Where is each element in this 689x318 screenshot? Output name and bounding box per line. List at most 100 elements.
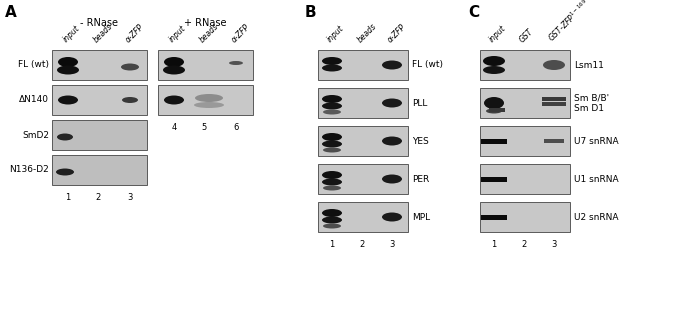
Text: 6: 6 <box>234 123 238 132</box>
Bar <box>480 126 570 156</box>
Ellipse shape <box>323 109 341 114</box>
Ellipse shape <box>122 97 138 103</box>
Ellipse shape <box>322 57 342 65</box>
Text: 2: 2 <box>360 240 364 249</box>
Bar <box>158 50 253 80</box>
Text: N136-D2: N136-D2 <box>9 165 49 175</box>
Text: FL (wt): FL (wt) <box>412 60 443 70</box>
Text: - RNase: - RNase <box>81 18 119 28</box>
Text: GST-ZFP$^{1-169}$: GST-ZFP$^{1-169}$ <box>545 0 593 44</box>
Ellipse shape <box>483 56 505 66</box>
Text: α-ZFP: α-ZFP <box>386 22 408 44</box>
Text: 3: 3 <box>551 240 557 249</box>
Text: 5: 5 <box>201 123 207 132</box>
Text: U1 snRNA: U1 snRNA <box>574 175 619 183</box>
Ellipse shape <box>322 171 342 179</box>
Bar <box>480 202 570 232</box>
Ellipse shape <box>382 99 402 107</box>
Text: beads: beads <box>92 21 114 44</box>
Text: C: C <box>468 5 479 20</box>
Text: GST: GST <box>517 27 535 44</box>
Text: input: input <box>488 24 508 44</box>
Text: 1: 1 <box>491 240 497 249</box>
Ellipse shape <box>543 60 565 70</box>
Ellipse shape <box>486 108 502 114</box>
Bar <box>480 88 570 118</box>
Bar <box>481 177 507 182</box>
Ellipse shape <box>322 178 342 185</box>
Bar <box>158 85 253 115</box>
Text: input: input <box>61 24 82 44</box>
Ellipse shape <box>322 141 342 148</box>
Ellipse shape <box>58 95 78 105</box>
Text: beads: beads <box>198 21 220 44</box>
Ellipse shape <box>382 175 402 183</box>
Ellipse shape <box>322 209 342 217</box>
Bar <box>318 202 408 232</box>
Text: FL (wt): FL (wt) <box>18 60 49 70</box>
Text: 2: 2 <box>95 193 101 202</box>
Text: beads: beads <box>356 21 378 44</box>
Ellipse shape <box>484 97 504 109</box>
Ellipse shape <box>195 94 223 102</box>
Ellipse shape <box>58 57 78 67</box>
Text: MPL: MPL <box>412 212 430 222</box>
Text: input: input <box>167 24 188 44</box>
Ellipse shape <box>323 185 341 190</box>
Bar <box>318 88 408 118</box>
Ellipse shape <box>483 66 505 74</box>
Bar <box>52 50 147 80</box>
Bar <box>542 97 566 100</box>
Ellipse shape <box>323 224 341 229</box>
Text: PLL: PLL <box>412 99 427 107</box>
Text: α-ZFP: α-ZFP <box>229 22 251 44</box>
Ellipse shape <box>323 148 341 153</box>
Ellipse shape <box>229 61 243 65</box>
Ellipse shape <box>322 65 342 72</box>
Bar <box>52 85 147 115</box>
Ellipse shape <box>322 217 342 224</box>
Text: 2: 2 <box>522 240 526 249</box>
Text: SmD2: SmD2 <box>22 130 49 140</box>
Text: U2 snRNA: U2 snRNA <box>574 212 619 222</box>
Ellipse shape <box>382 60 402 70</box>
Ellipse shape <box>57 134 73 141</box>
Bar <box>481 139 507 144</box>
Bar <box>480 50 570 80</box>
Ellipse shape <box>382 136 402 146</box>
Text: 3: 3 <box>127 193 133 202</box>
Text: 3: 3 <box>389 240 395 249</box>
Text: A: A <box>5 5 17 20</box>
Bar <box>52 120 147 150</box>
Ellipse shape <box>164 95 184 105</box>
Text: ΔN140: ΔN140 <box>19 95 49 105</box>
Ellipse shape <box>164 57 184 67</box>
Ellipse shape <box>121 64 139 71</box>
Ellipse shape <box>382 212 402 222</box>
Ellipse shape <box>163 66 185 74</box>
Text: 1: 1 <box>329 240 335 249</box>
Bar <box>480 164 570 194</box>
Ellipse shape <box>194 102 224 108</box>
Bar <box>318 164 408 194</box>
Bar <box>318 126 408 156</box>
Bar <box>481 215 507 220</box>
Bar <box>489 108 505 112</box>
Ellipse shape <box>56 169 74 176</box>
Ellipse shape <box>322 133 342 141</box>
Text: B: B <box>305 5 317 20</box>
Bar <box>544 139 564 143</box>
Ellipse shape <box>322 95 342 103</box>
Text: Sm B/B'
Sm D1: Sm B/B' Sm D1 <box>574 93 609 113</box>
Text: YES: YES <box>412 136 429 146</box>
Bar <box>318 50 408 80</box>
Text: 4: 4 <box>172 123 176 132</box>
Text: U7 snRNA: U7 snRNA <box>574 136 619 146</box>
Text: 1: 1 <box>65 193 71 202</box>
Text: PER: PER <box>412 175 429 183</box>
Ellipse shape <box>322 102 342 109</box>
Bar <box>542 102 566 106</box>
Ellipse shape <box>57 66 79 74</box>
Text: input: input <box>326 24 346 44</box>
Text: + RNase: + RNase <box>184 18 227 28</box>
